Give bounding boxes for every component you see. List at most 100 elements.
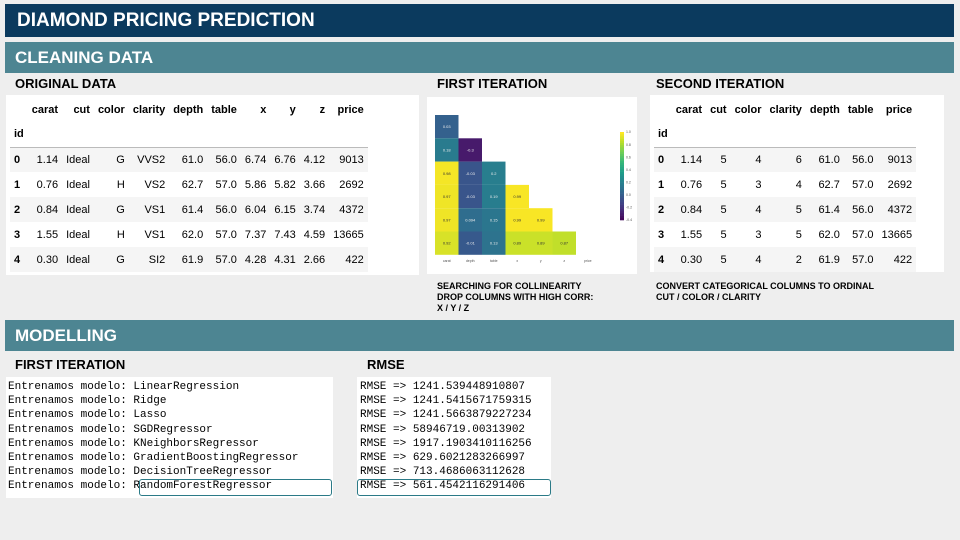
heatmap-cell xyxy=(435,138,459,162)
heatmap-cell-label: 0.99 xyxy=(537,217,546,222)
blank-header-cell xyxy=(128,122,170,148)
rmse-value: 713.4686063112628 xyxy=(412,466,526,479)
heatmap-cell-label: 0.98 xyxy=(443,171,452,176)
table-cell: 1.14 xyxy=(671,147,707,172)
table-cell: 5 xyxy=(720,228,727,241)
train-prefix: Entrenamos modelo: xyxy=(8,423,134,436)
heatmap-cell xyxy=(482,231,506,255)
model-line: Entrenamos modelo: DecisionTreeRegressor xyxy=(8,465,298,479)
column-header: clarity xyxy=(132,103,166,116)
model-line: Entrenamos modelo: RandomForestRegressor xyxy=(8,479,298,493)
colorbar-segment xyxy=(620,182,624,186)
heatmap-x-tick: carat xyxy=(443,259,451,263)
row-index: 4 xyxy=(654,247,672,272)
column-header: depth xyxy=(809,103,840,116)
colorbar-tick: 0.4 xyxy=(626,168,631,172)
heatmap-cell xyxy=(482,184,506,209)
colorbar-segment xyxy=(620,145,624,148)
heatmap-cell-label: 0.18 xyxy=(443,147,452,152)
model-name: Lasso xyxy=(133,409,167,422)
column-header: z xyxy=(319,103,326,116)
heatmap-cell xyxy=(458,138,482,162)
table-row: 0 1.14 5 4 6 61.0 56.0 9013 xyxy=(654,147,917,172)
table-cell: 1.14 xyxy=(27,147,63,172)
table-cell: 61.4 xyxy=(805,197,844,222)
colorbar-segment xyxy=(620,213,624,216)
colorbar-segment xyxy=(620,132,624,135)
colorbar-segment xyxy=(620,143,624,146)
colorbar-segment xyxy=(620,167,624,170)
table-cell: 5 xyxy=(795,228,802,241)
table-cell: 3.74 xyxy=(299,197,330,222)
table-cell: 61.9 xyxy=(805,247,844,272)
column-header: color xyxy=(734,103,762,116)
model-line: Entrenamos modelo: SGDRegressor xyxy=(8,423,298,437)
correlation-heatmap-svg: 0.03 0.18 -0.3 0.98 -0.03 0.2 0.97 -0.03 0.19 0.9… xyxy=(435,115,632,263)
colorbar-segment xyxy=(620,154,624,157)
table-cell: 4372 xyxy=(877,197,917,222)
colorbar-segment xyxy=(620,151,624,155)
column-header: depth xyxy=(173,103,204,116)
table-row: 2 0.84 Ideal G VS1 61.4 56.0 6.04 6.15 3.74 4372 xyxy=(10,197,368,222)
heatmap-cell-label: 0.15 xyxy=(490,217,499,222)
table-row: 1 0.76 Ideal H VS2 62.7 57.0 5.86 5.82 3.66 2692 xyxy=(10,172,368,197)
heatmap-cell-label: -0.03 xyxy=(466,194,476,199)
colorbar-segment xyxy=(620,171,624,175)
table-cell: SI2 xyxy=(128,247,170,272)
heatmap-cell-label: 0.13 xyxy=(490,241,499,246)
train-prefix: Entrenamos modelo: xyxy=(8,409,134,422)
blank-header-cell xyxy=(240,122,271,148)
model-name: Ridge xyxy=(133,395,167,408)
heatmap-cell xyxy=(435,208,459,232)
table-cell: 57.0 xyxy=(843,247,878,272)
table-row: 1 0.76 5 3 4 62.7 57.0 2692 xyxy=(654,172,916,197)
table-cell: 0.76 xyxy=(36,178,59,191)
table-cell: 0.30 xyxy=(27,247,63,272)
table-cell: 0.76 xyxy=(680,178,703,191)
rmse-prefix: RMSE => xyxy=(360,480,413,493)
row-index: 4 xyxy=(10,247,28,272)
heatmap-cell-label: 0.99 xyxy=(513,194,522,199)
table-cell: 56.0 xyxy=(843,147,878,172)
table-cell: 57.0 xyxy=(215,178,237,191)
rmse-label: RMSE xyxy=(367,357,405,372)
blank-header-cell xyxy=(329,122,368,148)
colorbar-segment xyxy=(620,211,624,214)
table-cell: 2692 xyxy=(887,178,913,191)
rmse-line: RMSE => 1241.5663879227234 xyxy=(360,408,532,422)
train-prefix: Entrenamos modelo: xyxy=(8,480,134,493)
rmse-value: 1917.1903410116256 xyxy=(412,437,532,450)
heatmap-cell-label: -0.3 xyxy=(467,147,475,152)
colorbar-segment xyxy=(620,134,624,137)
rmse-value: 1241.539448910807 xyxy=(412,381,526,393)
table-cell: 4372 xyxy=(329,197,368,222)
colorbar-segment xyxy=(620,200,624,203)
table-cell: 3.66 xyxy=(303,178,326,191)
table-cell: Ideal xyxy=(62,247,94,272)
first-iteration-caption: SEARCHING FOR COLLINEARITY DROP COLUMNS … xyxy=(437,281,593,314)
rmse-log: RMSE => 1241.539448910807 RMSE => 1241.54… xyxy=(357,377,551,498)
colorbar-segment xyxy=(620,140,624,144)
heatmap-cell-label: -0.03 xyxy=(466,171,476,176)
best-model-highlight xyxy=(139,479,332,496)
column-header: color xyxy=(97,103,125,116)
section-cleaning-data: CLEANING DATA xyxy=(5,42,954,73)
blank-header-cell xyxy=(207,122,241,148)
colorbar-segment xyxy=(620,187,624,190)
table-cell: Ideal xyxy=(66,228,90,241)
heatmap-cell xyxy=(505,208,529,232)
table-cell: Ideal xyxy=(62,147,94,172)
model-name: DecisionTreeRegressor xyxy=(133,466,273,479)
table-cell: H xyxy=(116,228,125,241)
heatmap-cell-label: 0.97 xyxy=(443,217,452,222)
colorbar-segment xyxy=(620,165,624,168)
rmse-value: 561.4542116291406 xyxy=(412,480,526,493)
train-prefix: Entrenamos modelo: xyxy=(8,437,134,450)
blank-header-cell xyxy=(27,122,63,148)
table-cell: 9013 xyxy=(329,147,368,172)
heatmap-cell xyxy=(529,231,553,255)
table-cell: 56.0 xyxy=(207,197,241,222)
colorbar-segment xyxy=(620,180,624,183)
train-prefix: Entrenamos modelo: xyxy=(8,466,134,479)
table-cell: VS1 xyxy=(128,197,170,222)
